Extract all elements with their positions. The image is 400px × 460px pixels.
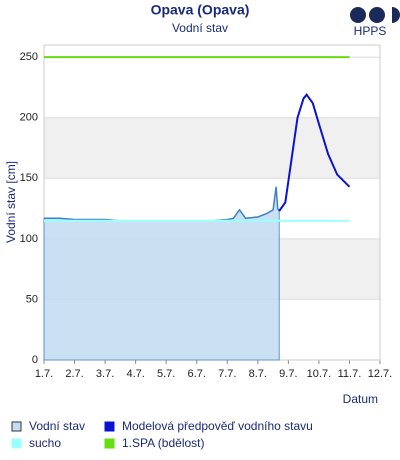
y-axis-label: Vodní stav [cm]: [4, 161, 18, 243]
legend-label: Modelová předpověď vodního stavu: [122, 419, 313, 433]
logo: HPPS: [350, 7, 400, 38]
x-tick-label: 12.7.: [368, 368, 392, 380]
logo-circle: [392, 7, 400, 23]
legend-label: 1.SPA (bdělost): [122, 436, 205, 450]
y-tick-label: 50: [26, 293, 38, 305]
legend-swatch: [104, 421, 115, 432]
logo-circle: [350, 7, 366, 23]
x-tick-label: 4.7.: [126, 368, 144, 380]
legend-swatch: [11, 438, 22, 449]
legend-label: Vodní stav: [29, 419, 85, 433]
y-tick-label: 150: [20, 172, 38, 184]
y-tick-label: 200: [20, 112, 38, 124]
x-tick-label: 2.7.: [65, 368, 83, 380]
x-tick-label: 10.7.: [307, 368, 331, 380]
logo-text: HPPS: [354, 24, 387, 38]
x-tick-label: 3.7.: [96, 368, 114, 380]
x-tick-label: 11.7.: [338, 368, 362, 380]
x-tick-label: 5.7.: [157, 368, 175, 380]
y-tick-label: 100: [20, 233, 38, 245]
x-tick-label: 6.7.: [188, 368, 206, 380]
y-tick-label: 0: [32, 354, 38, 366]
x-tick-label: 7.7.: [218, 368, 236, 380]
area: [43, 186, 280, 361]
legend-label: sucho: [29, 436, 61, 450]
x-tick-label: 1.7.: [35, 368, 53, 380]
legend-swatch: [11, 421, 22, 432]
x-axis-label: Datum: [343, 392, 378, 406]
y-tick-label: 250: [20, 51, 38, 63]
legend-swatch: [104, 438, 115, 449]
x-tick-label: 9.7.: [279, 368, 297, 380]
grid-band: [44, 117, 380, 179]
x-tick-label: 8.7.: [249, 368, 267, 380]
chart-subtitle: Vodní stav: [172, 21, 228, 35]
line: [44, 186, 280, 222]
logo-circle: [369, 7, 385, 23]
chart-title: Opava (Opava): [151, 2, 250, 18]
line: [278, 93, 351, 212]
